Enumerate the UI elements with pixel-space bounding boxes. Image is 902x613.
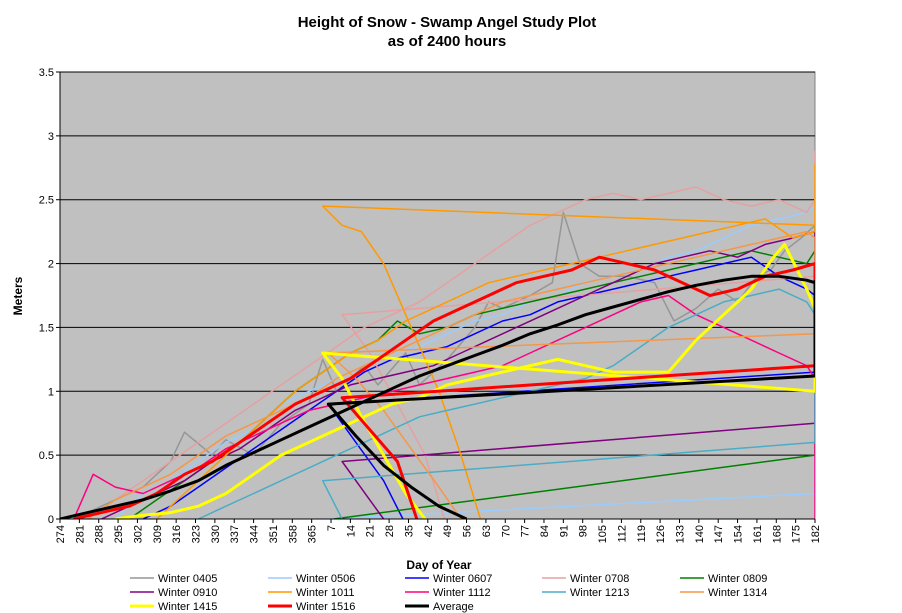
chart-subtitle: as of 2400 hours	[388, 33, 506, 50]
x-tick-label: 365	[307, 525, 319, 543]
x-tick-label: 49	[442, 525, 454, 537]
x-tick-label: 98	[578, 525, 590, 537]
legend-label: Winter 0506	[296, 573, 355, 585]
x-tick-label: 358	[287, 525, 299, 543]
x-tick-label: 344	[249, 525, 261, 543]
series-line	[197, 288, 815, 519]
x-tick-label: 147	[713, 525, 725, 543]
x-tick-label: 309	[152, 525, 164, 543]
x-tick-label: 288	[94, 525, 106, 543]
x-tick-label: 182	[810, 525, 822, 543]
x-tick-label: 112	[616, 525, 628, 543]
x-tick-label: 330	[210, 525, 222, 543]
legend-label: Winter 1213	[570, 587, 629, 599]
x-tick-label: 126	[655, 525, 667, 543]
series-line	[101, 230, 815, 519]
x-tick-label: 70	[500, 525, 512, 537]
y-tick-label: 0.5	[39, 450, 54, 462]
series-line	[87, 150, 815, 519]
x-tick-label: 105	[597, 525, 609, 543]
legend-label: Winter 0910	[158, 587, 217, 599]
y-tick-label: 2	[48, 259, 54, 271]
x-tick-label: 154	[733, 525, 745, 543]
chart-title: Height of Snow - Swamp Angel Study Plot	[298, 14, 597, 31]
legend-label: Winter 1516	[296, 601, 355, 613]
y-tick-label: 0	[48, 514, 54, 526]
x-tick-label: 351	[268, 525, 280, 543]
legend-label: Winter 0405	[158, 573, 217, 585]
legend: Winter 0405 Winter 0506 Winter 0607 Winter …	[130, 573, 767, 613]
legend-label: Winter 1314	[708, 587, 767, 599]
x-tick-label: 91	[558, 525, 570, 537]
x-tick-label: 77	[520, 525, 532, 537]
x-tick-label: 28	[384, 525, 396, 537]
x-tick-label: 281	[74, 525, 86, 543]
series-lines	[60, 150, 815, 519]
x-tick-label: 133	[674, 525, 686, 543]
x-tick-label: 7	[326, 525, 338, 531]
x-tick-label: 35	[403, 525, 415, 537]
legend-label: Average	[433, 601, 474, 613]
x-tick-label: 274	[55, 525, 67, 543]
series-line	[73, 255, 815, 519]
y-tick-label: 1	[48, 386, 54, 398]
x-tick-label: 56	[462, 525, 474, 537]
legend-label: Winter 0708	[570, 573, 629, 585]
x-tick-label: 21	[365, 525, 377, 537]
y-axis-label: Meters	[11, 276, 25, 315]
grid-lines	[60, 71, 815, 456]
y-axis-ticks: 0 0.5 1 1.5 2 2.5 3 3.5	[39, 67, 60, 526]
x-tick-label: 337	[229, 525, 241, 543]
legend-label: Winter 0607	[433, 573, 492, 585]
x-axis-label: Day of Year	[406, 558, 471, 572]
x-tick-label: 140	[694, 525, 706, 543]
legend-label: Winter 1112	[433, 587, 491, 599]
series-line	[156, 163, 815, 519]
legend-label: Winter 0809	[708, 573, 767, 585]
x-tick-label: 14	[345, 525, 357, 537]
series-line	[60, 274, 815, 519]
x-tick-label: 295	[113, 525, 125, 543]
y-tick-label: 3	[48, 131, 54, 143]
x-tick-label: 119	[636, 525, 648, 543]
x-tick-label: 161	[752, 525, 764, 543]
x-tick-label: 168	[771, 525, 783, 543]
series-line	[115, 242, 815, 519]
y-tick-label: 2.5	[39, 195, 54, 207]
plot-area	[59, 71, 816, 520]
x-tick-label: 84	[539, 525, 551, 537]
legend-label: Winter 1415	[158, 601, 217, 613]
x-tick-label: 175	[791, 525, 803, 543]
series-line	[73, 294, 815, 519]
y-tick-label: 1.5	[39, 322, 54, 334]
x-tick-label: 63	[481, 525, 493, 537]
x-tick-label: 316	[171, 525, 183, 543]
x-tick-label: 42	[423, 525, 435, 537]
y-tick-label: 3.5	[39, 67, 54, 79]
legend-label: Winter 1011	[296, 587, 355, 599]
x-tick-label: 323	[191, 525, 203, 543]
x-axis-ticks: 274 281 288 295 302 309 316 323 330 337 344 351 358 3…	[55, 519, 822, 543]
x-tick-label: 302	[132, 525, 144, 543]
series-line	[87, 230, 815, 519]
